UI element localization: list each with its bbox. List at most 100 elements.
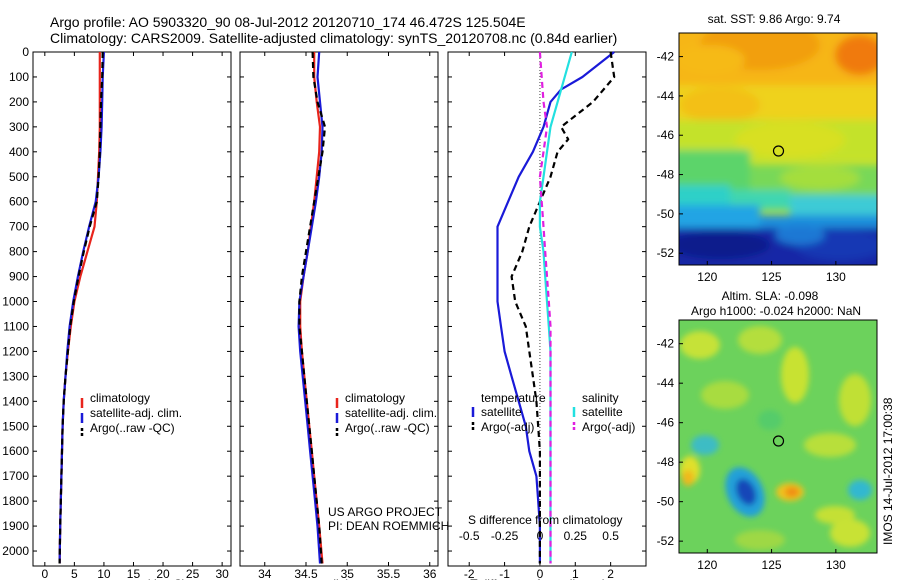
y-tick-label: 900 xyxy=(9,270,29,284)
x-tick-label: 5 xyxy=(71,567,78,580)
y-tick-label: 400 xyxy=(9,145,29,159)
imos-timestamp-label: IMOS 14-Jul-2012 17:00:38 xyxy=(881,397,895,545)
x-tick-label: 35.5 xyxy=(377,567,401,580)
x-axis-label: temperature (deg C) xyxy=(78,577,186,580)
y-tick-label: 1200 xyxy=(2,344,29,358)
sst-map: sat. SST: 9.86 Argo: 9.74 xyxy=(657,12,878,284)
map-x-tick-label: 120 xyxy=(697,270,717,284)
series-line-argo-raw-qc- xyxy=(58,51,104,564)
series-line-salinity-argo-adj- xyxy=(538,51,552,564)
difference-legend: temperature satellite Argo(-adj) salinit… xyxy=(471,391,635,434)
map-x-tick-label: 125 xyxy=(762,270,782,284)
y-tick-label: 500 xyxy=(9,170,29,184)
legend-satellite-label: satellite-adj. clim. xyxy=(345,406,437,420)
sla-field xyxy=(679,320,877,553)
map-y-tick-label: -46 xyxy=(657,416,675,430)
sla-map-axes: 120 125 130 -42 -44 -46 -48 -50 -52 xyxy=(657,337,847,572)
legend-temperature-title: temperature xyxy=(481,391,546,405)
x-tick-label: 25 xyxy=(186,567,200,580)
map-y-tick-label: -44 xyxy=(657,376,675,390)
map-x-tick-label: 130 xyxy=(826,270,846,284)
legend-temp-argo-label: Argo(-adj) xyxy=(481,420,534,434)
legend-satellite-label: satellite-adj. clim. xyxy=(90,406,182,420)
sst-map-frame xyxy=(678,32,878,266)
x-tick-label: 36 xyxy=(423,567,437,580)
s-difference-label: S difference from climatology xyxy=(468,513,623,527)
map-y-tick-label: -42 xyxy=(657,50,675,64)
y-tick-label: 800 xyxy=(9,245,29,259)
y-tick-label: 1800 xyxy=(2,494,29,508)
y-tick-label: 1300 xyxy=(2,369,29,383)
x-tick-label: 15 xyxy=(127,567,141,580)
y-tick-label: 1500 xyxy=(2,419,29,433)
sst-argo-location-marker xyxy=(772,145,785,157)
project-annotation: US ARGO PROJECT xyxy=(328,505,443,519)
map-y-tick-label: -50 xyxy=(657,495,675,509)
map-y-tick-label: -46 xyxy=(657,128,675,142)
legend-temp-satellite-label: satellite xyxy=(481,405,522,419)
legend-sal-argo-label: Argo(-adj) xyxy=(582,420,635,434)
sla-argo-location-marker xyxy=(772,435,785,447)
series-line-argo-raw-qc- xyxy=(298,51,327,564)
sla-map: Altim. SLA: -0.098 Argo h1000: -0.024 h2… xyxy=(657,289,878,572)
x-tick-label: -1 xyxy=(499,567,510,580)
sla-map-subtitle: Argo h1000: -0.024 h2000: NaN xyxy=(691,304,861,318)
axes-layer: 0 5 10 15 20 25 300100200300400500600700800900… xyxy=(2,45,646,580)
x-axis-label: T difference from climatology xyxy=(470,577,624,580)
series-layer xyxy=(58,51,616,564)
series-line-salinity-satellite xyxy=(538,51,573,564)
x2-tick-label: 0.5 xyxy=(602,529,619,543)
sst-map-title: sat. SST: 9.86 Argo: 9.74 xyxy=(708,12,841,26)
y-tick-label: 300 xyxy=(9,120,29,134)
map-y-tick-label: -50 xyxy=(657,207,675,221)
legend-argo-label: Argo(..raw -QC) xyxy=(90,421,175,435)
y-tick-label: 1900 xyxy=(2,519,29,533)
x-tick-label: 10 xyxy=(97,567,111,580)
legend-climatology-label: climatology xyxy=(90,391,150,405)
sla-map-title: Altim. SLA: -0.098 xyxy=(722,289,819,303)
x-tick-label: 35 xyxy=(341,567,355,580)
y-tick-label: 100 xyxy=(9,70,29,84)
sla-map-frame xyxy=(678,319,878,554)
legend-salinity-title: salinity xyxy=(582,391,619,405)
x-axis-label: salinity xyxy=(321,577,358,580)
x-tick-label: -2 xyxy=(464,567,475,580)
sst-field xyxy=(679,33,877,265)
map-y-tick-label: -52 xyxy=(657,534,675,548)
map-x-tick-label: 120 xyxy=(697,558,717,572)
y-tick-label: 1700 xyxy=(2,469,29,483)
x-tick-label: 30 xyxy=(215,567,229,580)
x-tick-label: 20 xyxy=(156,567,170,580)
x-tick-label: 2 xyxy=(607,567,614,580)
y-tick-label: 1100 xyxy=(3,319,29,333)
y-tick-label: 1400 xyxy=(2,394,29,408)
temperature-plot-frame xyxy=(32,51,232,567)
x-tick-label: 1 xyxy=(572,567,579,580)
header-line-1: Argo profile: AO 5903320_90 08-Jul-2012 … xyxy=(50,14,526,30)
legend-climatology-label: climatology xyxy=(345,391,405,405)
salinity-plot-frame xyxy=(239,51,439,567)
salinity-legend: climatology satellite-adj. clim. Argo(..… xyxy=(335,391,437,438)
y-tick-label: 1600 xyxy=(2,444,29,458)
y-tick-label: 0 xyxy=(22,45,29,59)
x-tick-label: 0 xyxy=(41,567,48,580)
series-line-temperature-satellite xyxy=(496,51,615,564)
y-tick-label: 2000 xyxy=(2,544,29,558)
x2-tick-label: -0.5 xyxy=(459,529,480,543)
x-tick-label: 34 xyxy=(258,567,272,580)
x2-tick-label: 0.25 xyxy=(564,529,588,543)
map-x-tick-label: 130 xyxy=(826,558,846,572)
map-y-tick-label: -44 xyxy=(657,89,675,103)
map-y-tick-label: -48 xyxy=(657,455,675,469)
legend-sal-satellite-label: satellite xyxy=(582,405,623,419)
y-tick-label: 700 xyxy=(9,220,29,234)
map-y-tick-label: -52 xyxy=(657,246,675,260)
y-tick-label: 600 xyxy=(9,195,29,209)
x-tick-label: 34.5 xyxy=(294,567,318,580)
map-y-tick-label: -42 xyxy=(657,337,675,351)
header-line-2: Climatology: CARS2009. Satellite-adjuste… xyxy=(50,30,617,46)
pi-annotation: PI: DEAN ROEMMICH xyxy=(328,519,449,533)
map-y-tick-label: -48 xyxy=(657,168,675,182)
temperature-legend: climatology satellite-adj. clim. Argo(..… xyxy=(80,391,182,438)
